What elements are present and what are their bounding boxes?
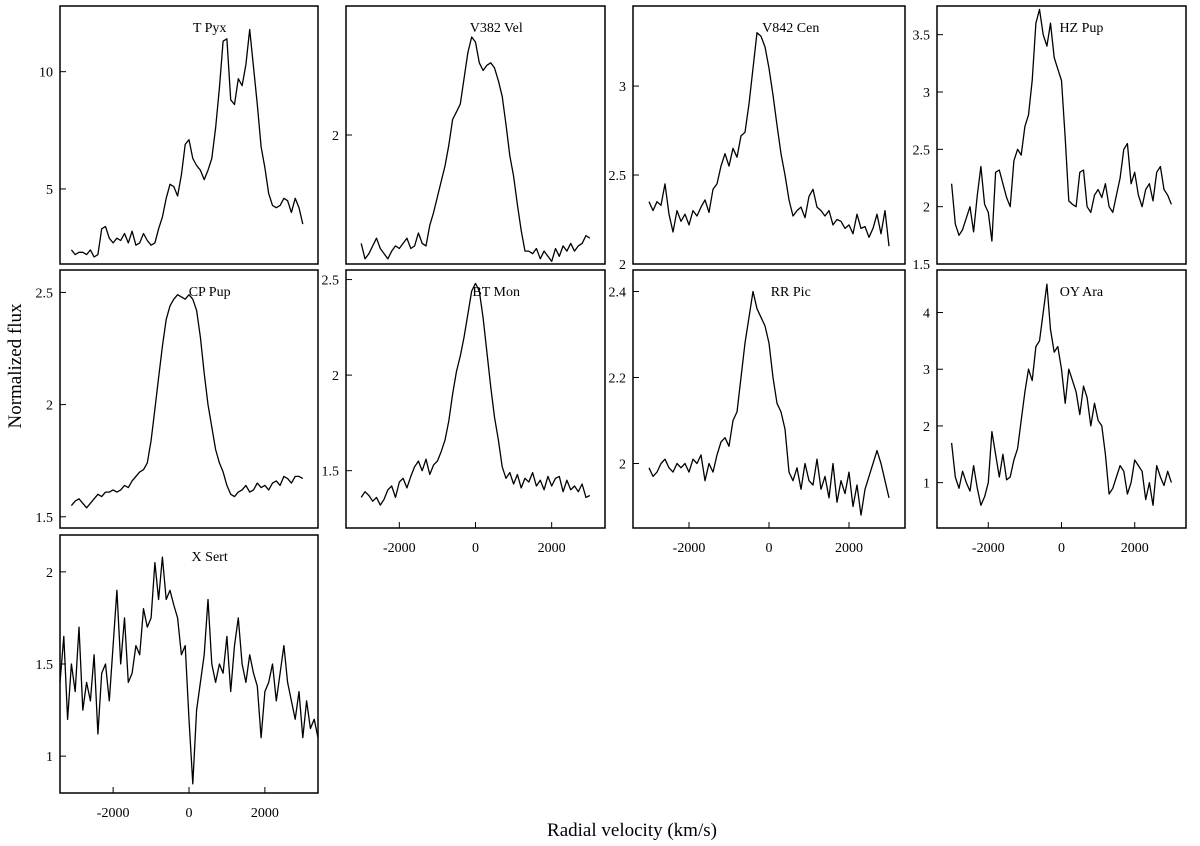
- panel-7: 1 2 3 4 -2000 0 2000 OY Ara: [923, 269, 1187, 556]
- panel-title: HZ Pup: [1059, 21, 1103, 36]
- x-tick-label: 0: [766, 541, 773, 556]
- y-tick-label: 2: [923, 420, 930, 435]
- panel-6: 2 2.2 2.4 -2000 0 2000 RR Pic: [609, 269, 906, 556]
- y-tick-label: 1: [923, 477, 930, 492]
- y-tick-label: 2: [923, 201, 930, 216]
- panel-frame: [59, 269, 319, 529]
- series-line-0: [648, 32, 890, 247]
- x-tick-label: 0: [186, 806, 193, 821]
- y-tick-label: 5: [46, 183, 53, 198]
- panel-frame: [59, 5, 319, 265]
- panel-title: T Pyx: [193, 21, 227, 36]
- panel-frame: [59, 534, 319, 794]
- panel-title: X Sert: [192, 550, 228, 565]
- y-tick-label: 1: [46, 750, 53, 765]
- y-tick-label: 1.5: [36, 511, 54, 526]
- y-tick-label: 2.4: [609, 286, 627, 301]
- series-line-0: [950, 283, 1173, 506]
- panel-3: 1.5 2 2.5 3 3.5 HZ Pup: [913, 5, 1187, 273]
- panel-frame: [936, 269, 1187, 529]
- panel-4: 1.5 2 2.5 CP Pup: [36, 269, 319, 529]
- y-tick-label: 10: [39, 66, 53, 81]
- panel-title: RR Pic: [771, 285, 811, 300]
- series-line-0: [648, 290, 890, 516]
- y-tick-label: 2.5: [36, 286, 54, 301]
- x-tick-label: -2000: [972, 541, 1005, 556]
- x-tick-label: -2000: [673, 541, 706, 556]
- panel-frame: [345, 269, 606, 529]
- y-tick-label: 2: [46, 399, 53, 414]
- x-tick-label: -2000: [97, 806, 130, 821]
- series-line-0: [950, 8, 1173, 242]
- y-tick-label: 2.5: [609, 169, 627, 184]
- panel-0: 5 10 T Pyx: [39, 5, 319, 265]
- x-tick-label: 0: [1058, 541, 1065, 556]
- y-tick-label: 1.5: [322, 465, 340, 480]
- x-tick-label: 2000: [538, 541, 566, 556]
- panel-title: BT Mon: [472, 285, 520, 300]
- y-tick-label: 2.5: [322, 274, 340, 289]
- series-line-0: [59, 556, 319, 785]
- y-tick-label: 2: [332, 129, 339, 144]
- panel-1: 2 V382 Vel: [332, 5, 606, 265]
- y-tick-label: 3.5: [913, 29, 931, 44]
- x-tick-label: 2000: [835, 541, 863, 556]
- panel-2: 2 2.5 3 V842 Cen: [609, 5, 906, 273]
- y-tick-label: 2: [46, 566, 53, 581]
- y-tick-label: 2.5: [913, 143, 931, 158]
- panel-title: OY Ara: [1060, 285, 1104, 300]
- y-tick-label: 2: [619, 458, 626, 473]
- y-tick-label: 3: [619, 80, 626, 95]
- panel-8: 1 1.5 2 -2000 0 2000 X Sert: [36, 534, 319, 821]
- panel-frame: [632, 269, 906, 529]
- y-tick-label: 4: [923, 307, 930, 322]
- y-tick-label: 2.2: [609, 372, 627, 387]
- series-line-0: [70, 28, 304, 258]
- panel-title: V842 Cen: [762, 21, 819, 36]
- panel-frame: [632, 5, 906, 265]
- x-tick-label: -2000: [383, 541, 416, 556]
- panel-frame: [936, 5, 1187, 265]
- x-tick-label: 2000: [251, 806, 279, 821]
- series-line-0: [360, 36, 591, 263]
- x-axis-label: Radial velocity (km/s): [547, 820, 717, 841]
- panel-title: CP Pup: [189, 285, 231, 300]
- x-tick-label: 0: [472, 541, 479, 556]
- y-tick-label: 2: [619, 258, 626, 273]
- y-tick-label: 2: [332, 369, 339, 384]
- y-tick-label: 3: [923, 86, 930, 101]
- series-line-0: [360, 282, 591, 506]
- series-line-0: [70, 294, 304, 509]
- panel-title: V382 Vel: [470, 21, 523, 36]
- panel-5: 1.5 2 2.5 -2000 0 2000 BT Mon: [322, 269, 606, 556]
- y-axis-label: Normalized flux: [5, 303, 26, 429]
- y-tick-label: 3: [923, 363, 930, 378]
- y-tick-label: 1.5: [36, 658, 54, 673]
- x-tick-label: 2000: [1121, 541, 1149, 556]
- y-tick-label: 1.5: [913, 258, 931, 273]
